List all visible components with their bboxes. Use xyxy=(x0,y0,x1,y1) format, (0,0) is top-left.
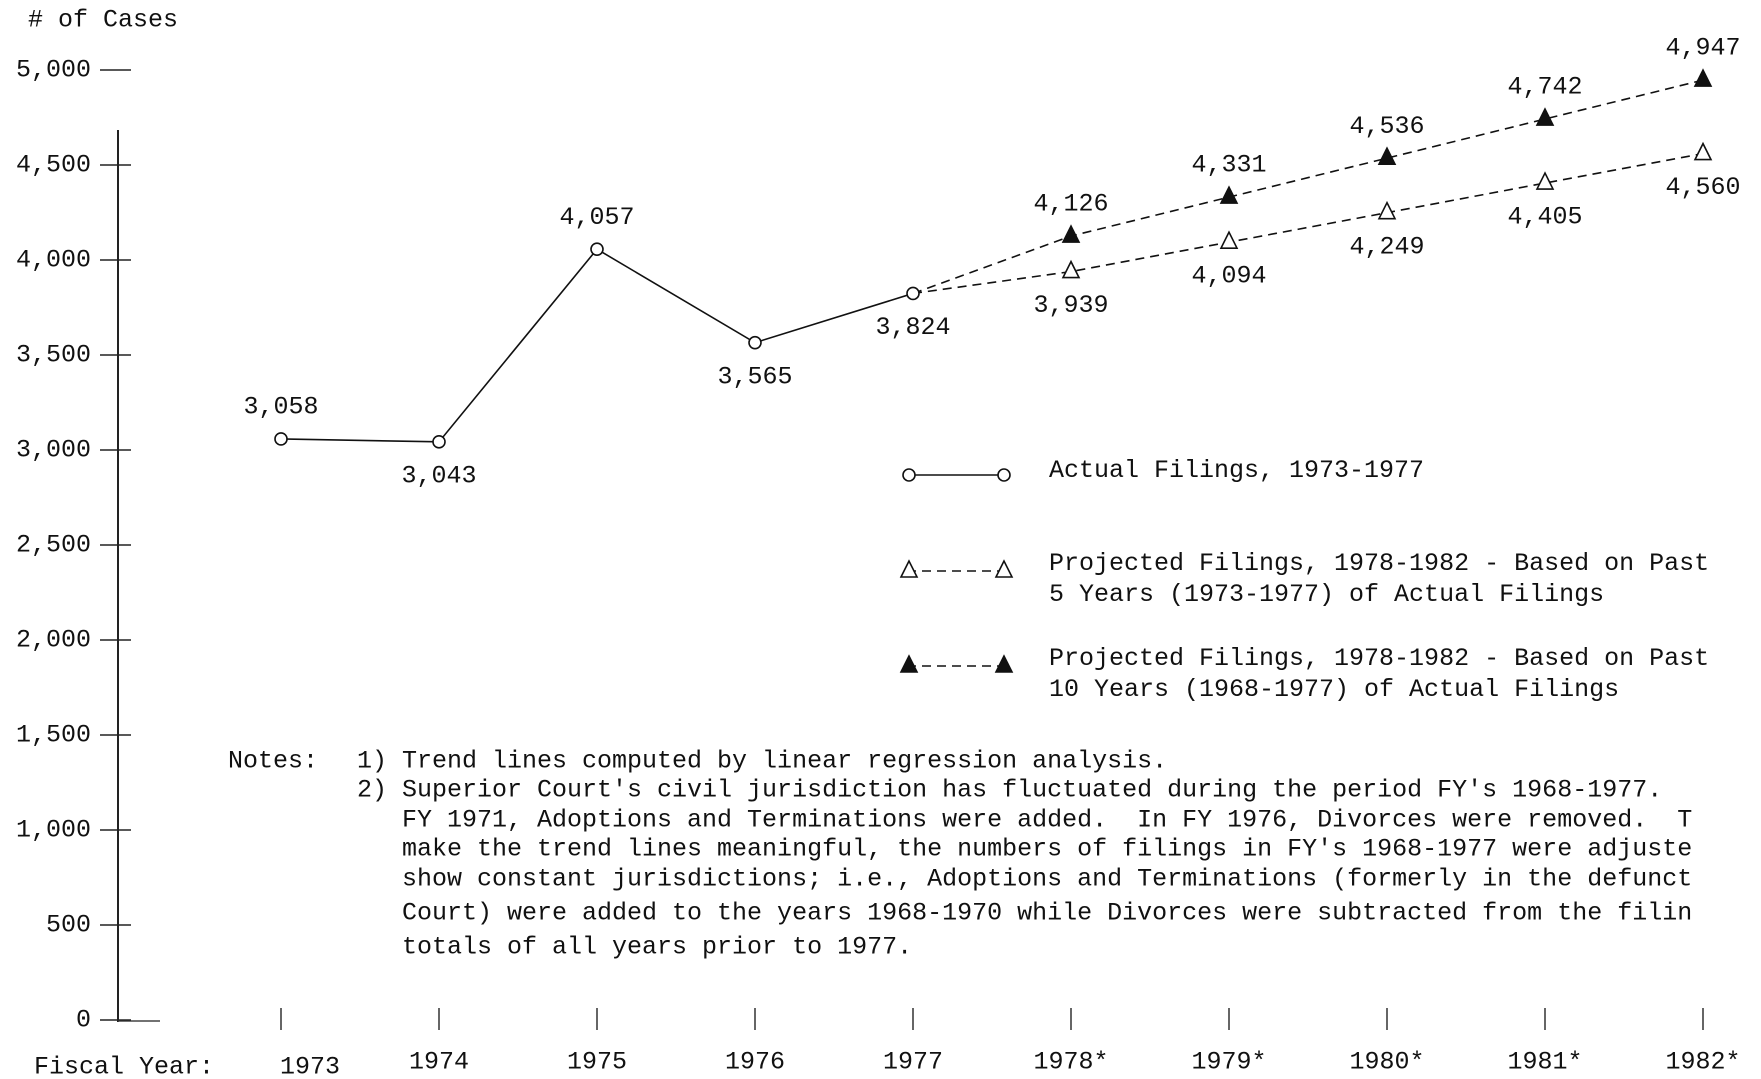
data-label: 3,939 xyxy=(1033,291,1108,320)
data-label: 4,560 xyxy=(1665,173,1740,202)
note-line: show constant jurisdictions; i.e., Adopt… xyxy=(402,865,1692,894)
data-label: 4,126 xyxy=(1033,190,1108,219)
legend-label: Projected Filings, 1978-1982 - Based on … xyxy=(1049,644,1724,704)
x-tick-label: 1974 xyxy=(409,1048,469,1077)
x-tick-label: 1977 xyxy=(883,1048,943,1077)
legend-marker xyxy=(902,468,916,482)
legend-marker xyxy=(899,559,919,578)
x-tick-label: 1976 xyxy=(725,1048,785,1077)
x-tick-label: 1981* xyxy=(1507,1048,1582,1077)
data-label: 4,947 xyxy=(1665,34,1740,63)
x-axis-label: Fiscal Year: xyxy=(34,1053,214,1079)
data-label: 3,565 xyxy=(717,362,792,391)
note-number: 1) xyxy=(357,747,387,776)
data-point xyxy=(1061,259,1081,279)
data-point xyxy=(1219,230,1239,249)
series-line xyxy=(912,152,1704,295)
data-point xyxy=(274,432,288,446)
data-point xyxy=(1693,68,1713,87)
data-point xyxy=(1377,200,1397,220)
data-label: 4,094 xyxy=(1191,262,1266,291)
data-point xyxy=(590,242,604,256)
note-line: make the trend lines meaningful, the num… xyxy=(402,835,1692,864)
y-tick-label: 2,000 xyxy=(16,626,91,655)
y-tick-label: 1,000 xyxy=(16,816,91,845)
x-tick-label: 1982* xyxy=(1665,1048,1740,1077)
legend-marker xyxy=(994,654,1014,673)
legend-label: Projected Filings, 1978-1982 - Based on … xyxy=(1049,549,1724,609)
data-point xyxy=(1693,141,1713,161)
legend-marker xyxy=(899,654,919,673)
note-number: 2) xyxy=(357,776,387,805)
y-tick-label: 3,000 xyxy=(16,436,91,465)
data-label: 3,043 xyxy=(401,461,476,490)
data-label: 4,249 xyxy=(1349,232,1424,261)
note-line: FY 1971, Adoptions and Terminations were… xyxy=(402,806,1692,835)
data-label: 3,824 xyxy=(875,313,950,342)
note-line: Trend lines computed by linear regressio… xyxy=(402,747,1167,776)
data-label: 4,742 xyxy=(1507,73,1582,102)
x-tick-label: 1975 xyxy=(567,1048,627,1077)
y-tick-label: 4,500 xyxy=(16,151,91,180)
legend-marker xyxy=(994,559,1014,578)
data-point xyxy=(906,286,920,301)
data-label: 3,058 xyxy=(243,393,318,422)
series-line xyxy=(912,79,1704,295)
y-axis-label: # of Cases xyxy=(28,6,178,35)
data-point xyxy=(1377,146,1397,165)
x-tick-label: 1979* xyxy=(1191,1048,1266,1077)
data-point xyxy=(748,335,762,350)
x-tick-label: 1978* xyxy=(1033,1048,1108,1077)
legend-label: Actual Filings, 1973-1977 xyxy=(1049,456,1424,485)
note-line: totals of all years prior to 1977. xyxy=(402,933,912,962)
y-tick-label: 2,500 xyxy=(16,531,91,560)
y-tick-label: 3,500 xyxy=(16,341,91,370)
data-point xyxy=(1061,224,1081,243)
note-line: Court) were added to the years 1968-1970… xyxy=(402,899,1692,928)
x-tick-label: 1973 xyxy=(280,1053,340,1079)
data-point xyxy=(432,435,446,449)
data-point xyxy=(1535,171,1555,190)
y-tick-label: 4,000 xyxy=(16,246,91,275)
data-label: 4,331 xyxy=(1191,151,1266,180)
data-label: 4,057 xyxy=(559,203,634,232)
y-tick-label: 5,000 xyxy=(16,56,91,85)
data-point xyxy=(1535,107,1555,126)
notes-label: Notes: xyxy=(228,747,318,776)
data-label: 4,536 xyxy=(1349,112,1424,141)
x-tick-label: 1980* xyxy=(1349,1048,1424,1077)
series-line xyxy=(280,248,914,443)
y-tick-label: 500 xyxy=(46,911,91,940)
y-tick-label: 1,500 xyxy=(16,721,91,750)
data-label: 4,405 xyxy=(1507,203,1582,232)
note-line: Superior Court's civil jurisdiction has … xyxy=(402,776,1662,805)
legend-marker xyxy=(997,468,1011,482)
data-point xyxy=(1219,185,1239,204)
y-tick-label: 0 xyxy=(76,1006,91,1035)
